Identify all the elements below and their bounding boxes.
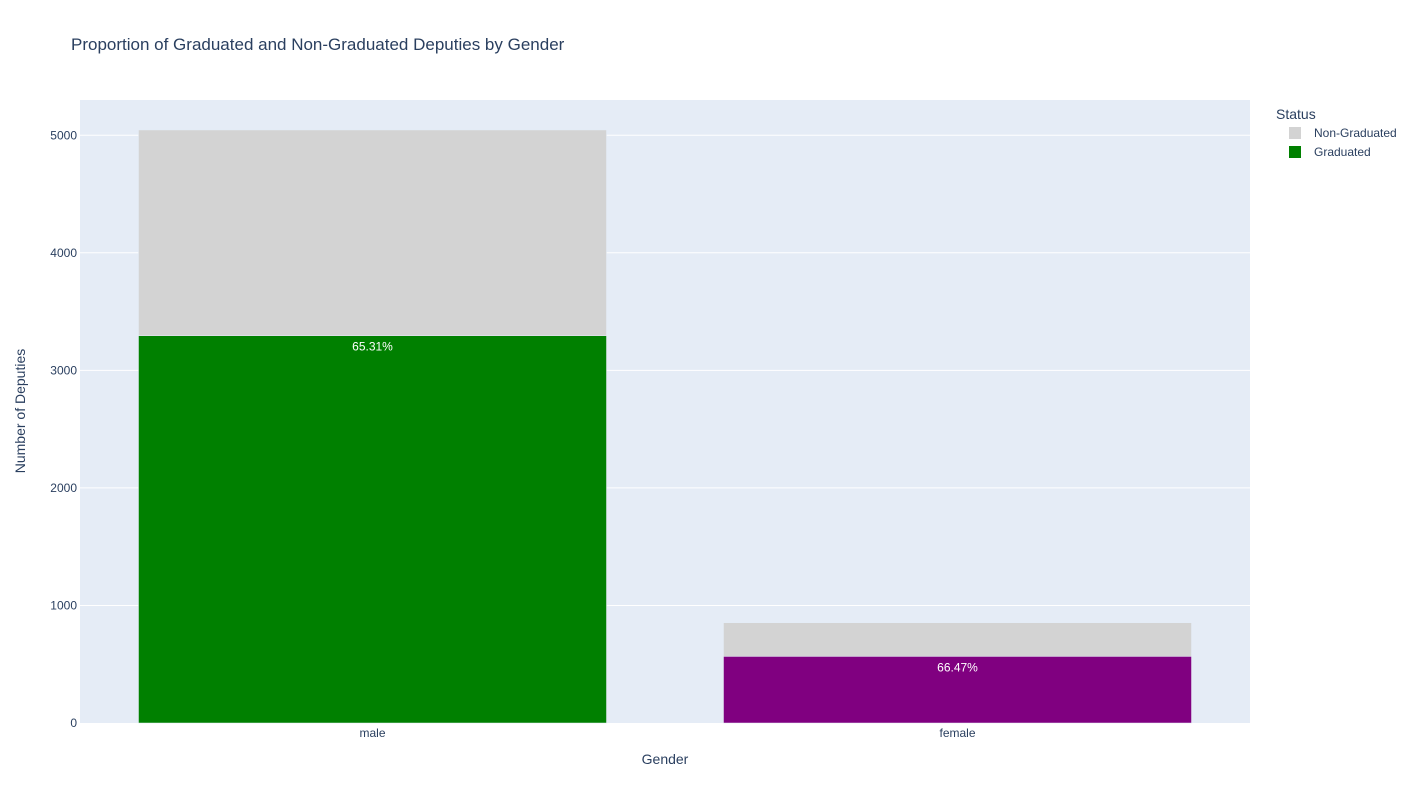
y-tick-label: 3000 [50, 363, 77, 377]
chart-title: Proportion of Graduated and Non-Graduate… [71, 35, 565, 54]
bar-non-graduated-male [138, 129, 607, 336]
legend-label: Non-Graduated [1314, 126, 1397, 140]
legend-items: Non-Graduated Graduated [1289, 126, 1397, 159]
data-label: 66.47% [937, 660, 978, 674]
y-tick-label: 4000 [50, 246, 77, 260]
data-label: 65.31% [352, 340, 393, 354]
legend-swatch [1289, 146, 1301, 158]
y-tick-label: 5000 [50, 128, 77, 142]
legend: Status Non-Graduated Graduated [1276, 106, 1397, 159]
x-tick-label: female [939, 726, 975, 740]
legend-label: Graduated [1314, 145, 1371, 159]
legend-swatch [1289, 127, 1301, 139]
y-axis-ticks: 0 1000 2000 3000 4000 5000 [50, 128, 77, 730]
y-tick-label: 2000 [50, 481, 77, 495]
bar-labels: 65.31% 66.47% [352, 340, 978, 675]
bar-non-graduated-female [723, 622, 1192, 657]
x-tick-label: male [359, 726, 385, 740]
y-tick-label: 0 [70, 716, 77, 730]
bar-graduated-female [723, 656, 1192, 724]
y-axis-title: Number of Deputies [12, 349, 28, 474]
bar-graduated-male [138, 335, 607, 724]
legend-title: Status [1276, 106, 1316, 122]
bars [138, 129, 1192, 724]
y-tick-label: 1000 [50, 598, 77, 612]
x-axis-ticks: male female [359, 726, 975, 740]
x-axis-title: Gender [642, 751, 689, 767]
